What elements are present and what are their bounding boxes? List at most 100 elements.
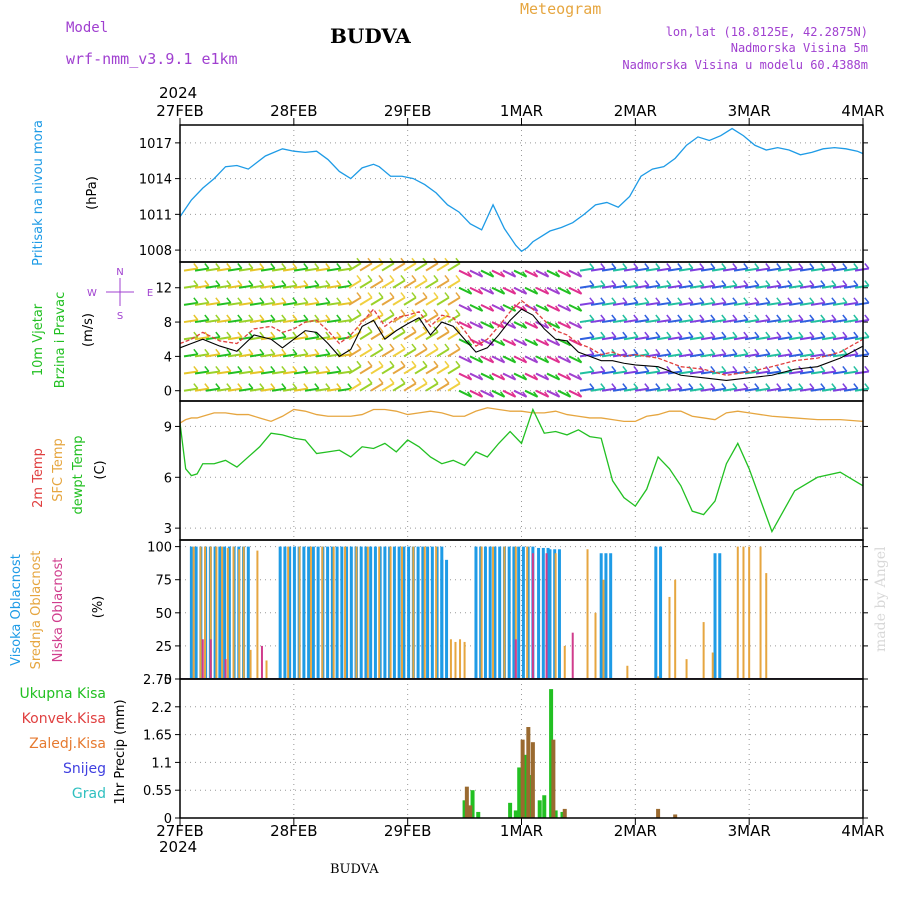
ytick-label-0-0: 1008	[139, 244, 172, 259]
wind-barb	[722, 284, 737, 289]
wind-barb	[271, 387, 286, 392]
wind-barb	[502, 372, 517, 381]
wind-barb-flag	[743, 365, 749, 372]
wind-barb-flag	[522, 288, 528, 295]
wind-barb-flag	[378, 343, 384, 350]
wind-barb-flag	[787, 331, 793, 338]
wind-barb	[513, 321, 528, 330]
wind-barb-flag	[589, 263, 595, 269]
wind-barb-flag	[204, 297, 210, 304]
wind-barb	[766, 387, 781, 392]
wind-barb	[194, 353, 209, 358]
wind-barb-flag	[555, 271, 561, 278]
wind-barb	[568, 286, 583, 295]
wind-barb-flag	[400, 274, 406, 281]
wind-barb	[238, 301, 253, 306]
wind-barb	[238, 370, 253, 375]
wind-barb	[700, 284, 715, 289]
wind-barb-flag	[270, 365, 276, 372]
precip-ylabel: 1hr Precip (mm)	[113, 699, 128, 804]
wind-barb-flag	[699, 383, 705, 390]
wind-barb-flag	[666, 314, 672, 321]
wind-barb	[502, 338, 517, 347]
wind-barb-flag	[500, 391, 506, 398]
wind-barb-flag	[732, 331, 738, 338]
wind-barb-flag	[732, 314, 738, 321]
wind-barb-flag	[577, 357, 583, 363]
high-cloud-bar	[537, 547, 541, 679]
wind-barb	[645, 301, 660, 306]
wind-barb-flag	[226, 365, 232, 372]
wind-barb-flag	[215, 365, 221, 372]
wind-barb	[370, 382, 384, 392]
wind-barb-flag	[204, 314, 210, 321]
wind-barb-flag	[566, 271, 572, 278]
wind-barb-flag	[303, 297, 309, 304]
wind-barb-flag	[721, 348, 727, 355]
wind-barb-flag	[281, 297, 287, 304]
wind-barb	[502, 286, 517, 295]
wind-barb	[634, 267, 649, 272]
wind-barb-flag	[237, 314, 243, 321]
high-cloud-bar	[713, 553, 717, 679]
wind-barb	[359, 296, 373, 306]
xtick-top-label-0: 27FEB	[156, 102, 203, 120]
wind-barb	[326, 284, 341, 289]
wind-barb	[568, 355, 583, 364]
wind-barb	[799, 387, 814, 392]
wind-barb-flag	[644, 331, 650, 338]
wind-barb-flag	[292, 263, 298, 269]
high-cloud-bar	[283, 546, 287, 679]
wind-barb-flag	[325, 365, 331, 372]
wind-barb	[304, 370, 319, 375]
wind-barb	[755, 267, 770, 272]
wind-barb	[634, 387, 649, 392]
wind-barb	[733, 267, 748, 272]
wind-barb	[733, 353, 748, 358]
wind-barb	[656, 284, 671, 289]
wind-barb-flag	[666, 280, 672, 287]
wind-barb	[832, 387, 847, 392]
wind-barb-flag	[820, 383, 826, 390]
wind-barb	[403, 313, 417, 323]
wind-barb	[810, 301, 825, 306]
wind-barb-flag	[688, 331, 694, 338]
wind-barb-flag	[226, 383, 232, 390]
mid-cloud-bar	[199, 546, 202, 679]
wind-barb	[249, 318, 264, 324]
mid-cloud-bar	[459, 639, 462, 679]
high-cloud-bar	[609, 553, 613, 679]
wind-barb	[711, 318, 726, 324]
high-cloud-bar	[364, 546, 368, 679]
wind-barb	[711, 387, 726, 392]
wind-barb	[744, 353, 759, 358]
wind-barb-flag	[522, 305, 528, 312]
wind-barb-flag	[444, 360, 450, 367]
wind-barb-flag	[853, 331, 859, 338]
wind-barb	[854, 267, 869, 272]
wind-barb	[700, 387, 715, 392]
ytick-label-4-2: 1.1	[151, 756, 172, 771]
wind-barb-flag	[533, 374, 539, 381]
wind-barb-flag	[798, 297, 804, 304]
wind-barb	[227, 301, 242, 306]
wind-barb-flag	[566, 374, 572, 381]
wind-barb	[744, 284, 759, 289]
wind-barb	[491, 269, 506, 278]
wind-barb	[469, 286, 484, 295]
wind-barb-flag	[864, 280, 870, 287]
wind-barb-flag	[303, 348, 309, 355]
wind-barb	[799, 370, 814, 375]
wind-barb	[326, 301, 341, 306]
wind-barb	[645, 336, 660, 341]
wind-barb-flag	[732, 348, 738, 355]
wind-barb-flag	[259, 297, 265, 304]
mid-cloud-bar	[389, 546, 392, 679]
wind-barb	[216, 301, 231, 306]
wind-barb	[337, 284, 352, 289]
dewpoint-ylabel: dewpt Temp	[71, 435, 86, 514]
wind-barb	[546, 338, 561, 347]
wind-barb-flag	[622, 383, 628, 390]
wind-barb	[832, 370, 847, 375]
wind-barb	[777, 336, 792, 341]
